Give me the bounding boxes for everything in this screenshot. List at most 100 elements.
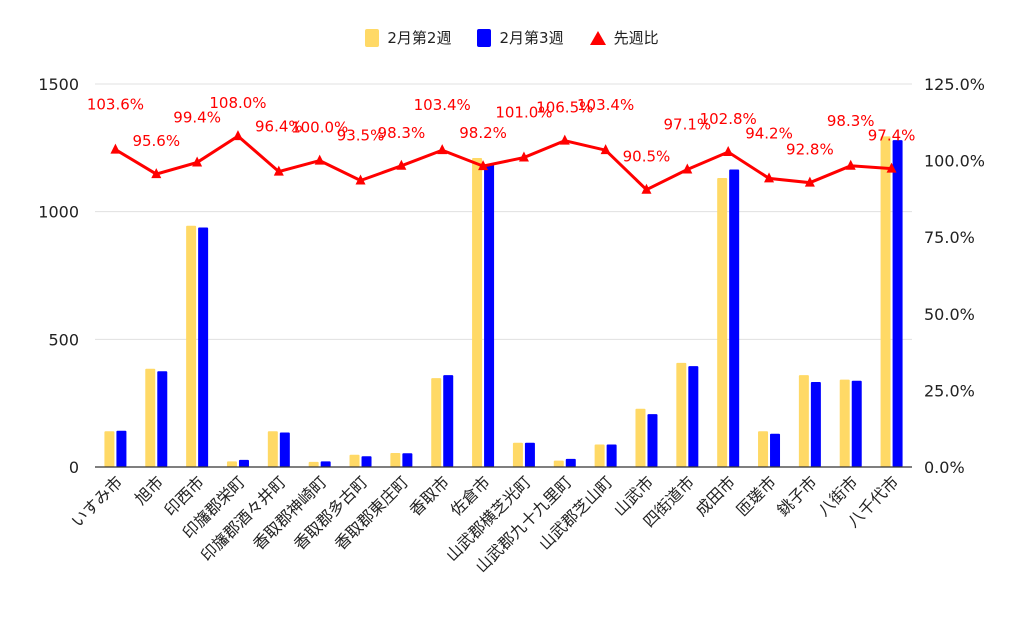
line-data-label: 106.5% [536, 99, 593, 117]
line-data-label: 93.5% [337, 127, 385, 145]
bar-2月第2週 [104, 431, 115, 467]
bar-2月第2週 [390, 452, 401, 467]
legend-marker-triangle-icon [589, 30, 606, 45]
line-point-marker [764, 172, 775, 183]
x-tick-label: 成田市 [692, 472, 739, 519]
right-tick-label: 0.0% [924, 458, 965, 477]
x-tick-label: 旭市 [131, 472, 167, 508]
bar-2月第3週 [729, 169, 740, 467]
legend-item-bar2[interactable]: 2月第3週 [477, 27, 564, 48]
bar-2月第3週 [279, 432, 290, 467]
line-point-marker [437, 144, 448, 155]
line-data-label: 98.2% [459, 124, 507, 142]
line-data-label: 94.2% [745, 124, 793, 142]
bar-2月第2週 [226, 461, 237, 467]
bar-2月第2週 [512, 442, 523, 467]
bar-2月第2週 [635, 408, 646, 467]
bar-2月第3週 [157, 371, 168, 467]
line-point-marker [192, 156, 203, 167]
x-tick-label: 匝瑳市 [732, 472, 779, 519]
x-tick-label: 香取市 [406, 472, 453, 519]
line-point-marker [151, 168, 162, 179]
legend-item-line[interactable]: 先週比 [589, 27, 659, 48]
line-data-label: 100.0% [291, 119, 348, 137]
right-tick-label: 100.0% [924, 152, 985, 171]
left-tick-label: 1500 [38, 75, 79, 94]
line-data-label: 103.4% [577, 96, 634, 114]
line-data-label: 95.6% [132, 132, 180, 150]
legend-swatch-bar1 [365, 28, 380, 47]
legend-item-bar1[interactable]: 2月第2週 [365, 27, 451, 48]
bar-2月第2週 [186, 225, 197, 467]
legend-swatch-bar2 [477, 28, 492, 47]
line-point-marker [804, 176, 815, 187]
bar-2月第3週 [524, 442, 535, 467]
line-point-marker [641, 183, 652, 194]
bar-2月第2週 [594, 444, 605, 467]
bar-2月第2週 [472, 158, 483, 467]
bar-2月第3週 [606, 444, 617, 467]
line-point-marker [232, 130, 243, 141]
line-point-marker [478, 160, 489, 171]
bar-2月第2週 [349, 454, 360, 467]
x-tick-label: 銚子市 [773, 472, 820, 519]
bar-2月第2週 [717, 177, 728, 468]
bar-2月第3週 [198, 227, 209, 467]
line-data-label: 101.0% [495, 104, 552, 122]
bar-2月第2週 [880, 136, 891, 468]
bar-2月第2週 [839, 379, 850, 467]
bar-2月第3週 [238, 459, 249, 467]
line-point-marker [355, 174, 366, 185]
bar-2月第3週 [810, 381, 821, 467]
line-point-marker [559, 134, 570, 145]
line-data-label: 92.8% [786, 141, 834, 159]
legend-label-bar2: 2月第3週 [499, 29, 564, 47]
left-tick-label: 500 [48, 330, 79, 349]
bar-2月第2週 [676, 362, 687, 467]
line-data-label: 98.3% [378, 124, 426, 142]
line-point-marker [518, 151, 529, 162]
line-point-marker [600, 144, 611, 155]
bar-2月第3週 [892, 140, 903, 467]
bar-2月第3週 [851, 380, 862, 467]
line-data-label: 97.1% [663, 115, 711, 133]
bar-2月第3週 [402, 453, 413, 467]
left-tick-label: 1000 [38, 203, 79, 222]
legend: 2月第2週 2月第3週 先週比 [0, 27, 1024, 48]
line-data-label: 98.3% [827, 112, 875, 130]
right-tick-label: 125.0% [924, 75, 985, 94]
left-tick-label: 0 [69, 458, 79, 477]
line-point-marker [845, 159, 856, 170]
line-data-label: 99.4% [173, 108, 221, 126]
line-point-marker [314, 154, 325, 165]
bar-2月第3週 [770, 433, 781, 467]
bar-2月第2週 [145, 368, 156, 467]
x-tick-label: いすみ市 [68, 472, 127, 531]
line-data-label: 103.6% [87, 96, 144, 114]
line-data-label: 108.0% [209, 94, 266, 112]
right-tick-label: 25.0% [924, 381, 975, 400]
bar-2月第3週 [484, 164, 495, 467]
line-先週比 [114, 134, 892, 192]
bar-2月第3週 [688, 366, 699, 467]
line-point-marker [273, 165, 284, 176]
line-point-marker [110, 143, 121, 154]
line-point-marker [682, 163, 693, 174]
bar-2月第2週 [758, 431, 769, 467]
bar-2月第2週 [267, 431, 278, 467]
line-data-label: 96.4% [255, 118, 303, 136]
line-data-label: 103.4% [414, 96, 471, 114]
line-data-label: 97.4% [868, 127, 916, 145]
right-tick-label: 50.0% [924, 305, 975, 324]
line-point-marker [886, 162, 897, 173]
line-point-marker [723, 146, 734, 157]
legend-label-bar1: 2月第2週 [387, 29, 452, 47]
bar-2月第3週 [647, 414, 658, 467]
bar-2月第2週 [308, 461, 319, 467]
bar-2月第3週 [565, 458, 576, 467]
line-point-marker [396, 159, 407, 170]
bar-2月第3週 [443, 375, 454, 467]
bar-2月第3週 [116, 430, 127, 467]
